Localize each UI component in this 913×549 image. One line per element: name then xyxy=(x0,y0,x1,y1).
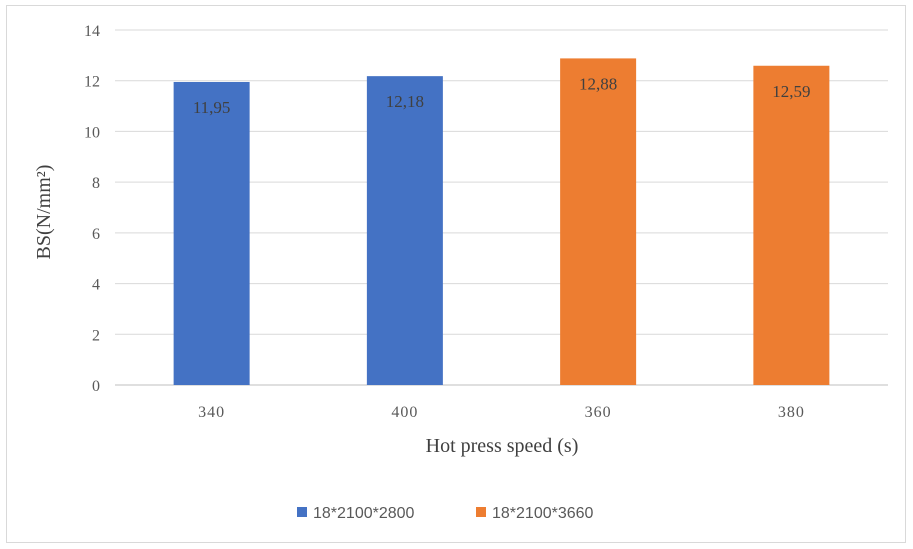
y-tick-label: 0 xyxy=(92,378,100,395)
y-tick-label: 2 xyxy=(92,327,100,344)
legend-label: 18*2100*3660 xyxy=(492,505,594,522)
legend-swatch xyxy=(476,507,486,517)
y-tick-label: 6 xyxy=(92,226,100,243)
x-tick-label: 380 xyxy=(778,404,805,421)
legend: 18*2100*2800 18*2100*3660 xyxy=(297,505,594,522)
y-tick-label: 10 xyxy=(84,124,100,141)
bar xyxy=(366,76,443,386)
data-labels: 11,95 12,18 12,88 12,59 xyxy=(193,74,811,117)
y-axis-label: BS(N/mm²) xyxy=(33,165,55,260)
y-axis-ticks: 0 2 4 6 8 10 12 14 xyxy=(84,23,100,395)
bar xyxy=(173,81,250,385)
data-label: 11,95 xyxy=(193,98,231,117)
data-label: 12,18 xyxy=(386,92,424,111)
x-axis-ticks: 340 400 360 380 xyxy=(198,404,805,421)
x-tick-label: 400 xyxy=(391,404,418,421)
y-tick-label: 8 xyxy=(92,175,100,192)
y-tick-label: 4 xyxy=(92,277,100,294)
x-axis-label: Hot press speed (s) xyxy=(426,435,579,457)
bars xyxy=(173,58,830,386)
x-tick-label: 360 xyxy=(585,404,612,421)
y-tick-label: 14 xyxy=(84,23,100,40)
legend-swatch xyxy=(297,507,307,517)
legend-label: 18*2100*2800 xyxy=(313,505,415,522)
x-tick-label: 340 xyxy=(198,404,225,421)
data-label: 12,88 xyxy=(579,74,617,93)
bar xyxy=(753,65,830,385)
y-tick-label: 12 xyxy=(84,74,100,91)
bar xyxy=(560,58,637,386)
data-label: 12,59 xyxy=(772,82,810,101)
